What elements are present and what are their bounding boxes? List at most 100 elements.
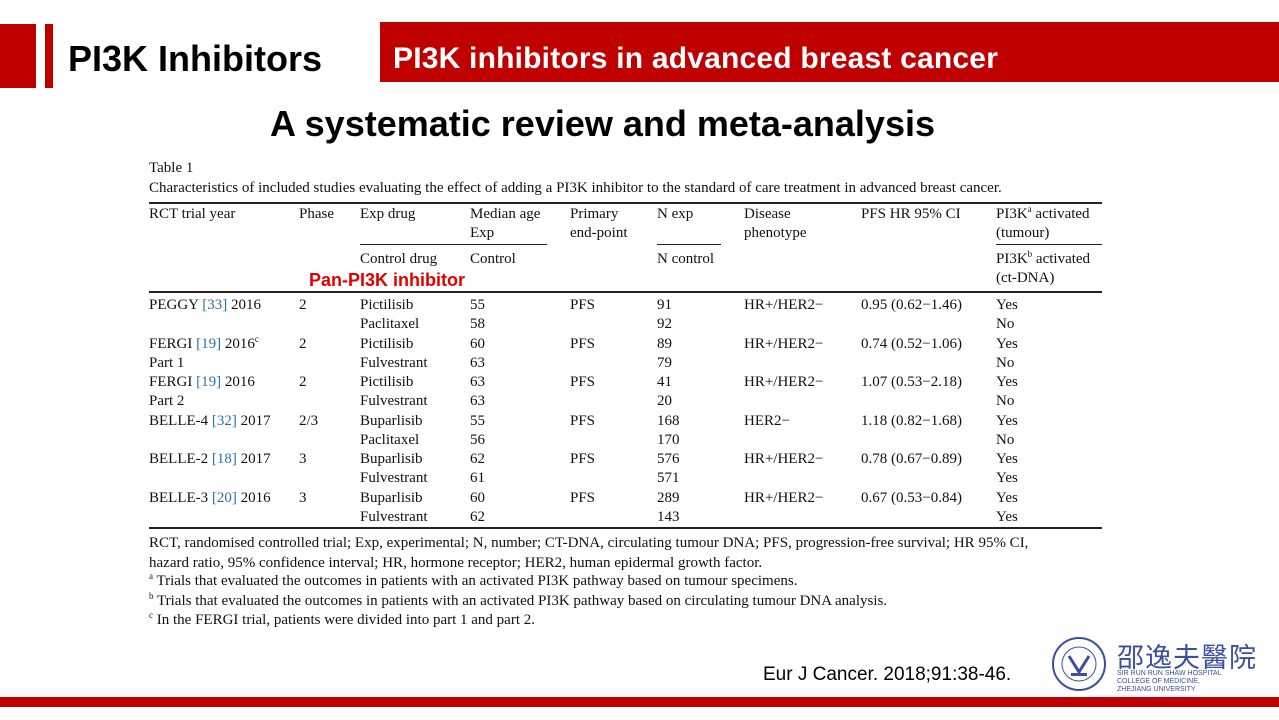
cell-pfs-hr: 0.74 (0.52−1.06): [861, 335, 962, 352]
hospital-university: ZHEJIANG UNIVERSITY: [1117, 686, 1196, 693]
banner-title: PI3K inhibitors in advanced breast cance…: [393, 42, 999, 75]
cell-trial: FERGI [19] 2016c: [149, 333, 259, 352]
cell-phenotype: HR+/HER2−: [744, 451, 824, 468]
header-control: Control: [470, 251, 516, 267]
cell-pi3k-tumour: Yes: [996, 335, 1018, 352]
header-phenotype: phenotype: [744, 225, 807, 241]
header-pfs: PFS HR 95% CI: [861, 206, 961, 222]
bottom-bar: [0, 697, 1279, 707]
header-rct: RCT trial year: [149, 206, 236, 222]
cell-pi3k-ctdna: No: [996, 354, 1015, 371]
reference-link[interactable]: [32]: [211, 412, 237, 429]
footnote-abbrev-2: hazard ratio, 95% confidence interval; H…: [149, 555, 763, 571]
cell-phenotype: HER2−: [744, 412, 790, 429]
hospital-name-english: SIR RUN RUN SHAW HOSPITAL: [1117, 670, 1222, 677]
median-age-subrule: [360, 244, 547, 245]
citation: Eur J Cancer. 2018;91:38-46.: [763, 664, 1012, 685]
cell-phase: 3: [299, 451, 307, 468]
cell-trial: BELLE-3 [20] 2016: [149, 490, 271, 506]
pan-pi3k-annotation: Pan-PI3K inhibitor: [309, 270, 466, 290]
cell-pi3k-tumour: Yes: [996, 451, 1018, 468]
reference-link[interactable]: [18]: [211, 451, 237, 468]
cell-n-control: 571: [657, 470, 680, 487]
cell-n-exp: 41: [657, 374, 672, 391]
cell-age-control: 63: [470, 354, 485, 371]
cell-age-exp: 63: [470, 374, 485, 391]
cell-control-drug: Paclitaxel: [360, 431, 420, 448]
reference-link[interactable]: [19]: [196, 335, 222, 352]
left-accent-bar: [0, 24, 36, 88]
table-bottom-rule: [149, 527, 1102, 529]
pi3k-subrule: [996, 244, 1102, 245]
cell-pi3k-ctdna: No: [996, 316, 1015, 332]
cell-pfs-hr: 0.78 (0.67−0.89): [861, 451, 962, 468]
cell-phenotype: HR+/HER2−: [744, 297, 824, 313]
footnote-b: b Trials that evaluated the outcomes in …: [149, 591, 888, 610]
footnote-c: c In the FERGI trial, patients were divi…: [149, 610, 535, 629]
title-banner: PI3K inhibitors in advanced breast cance…: [380, 22, 1279, 82]
n-subrule: [657, 244, 721, 245]
cell-n-control: 170: [657, 431, 680, 448]
cell-trial: PEGGY [33] 2016: [149, 297, 261, 313]
cell-endpoint: PFS: [570, 451, 596, 468]
cell-pi3k-tumour: Yes: [996, 297, 1018, 313]
cell-endpoint: PFS: [570, 490, 596, 506]
cell-exp-drug: Buparlisib: [360, 451, 423, 468]
cell-exp-drug: Pictilisib: [360, 297, 414, 313]
cell-pfs-hr: 1.07 (0.53−2.18): [861, 374, 962, 391]
table-top-rule: [149, 202, 1102, 204]
footnote-a: a Trials that evaluated the outcomes in …: [149, 571, 798, 590]
cell-trial-part: Part 1: [149, 354, 185, 371]
cell-n-exp: 91: [657, 297, 672, 313]
header-phase: Phase: [299, 206, 334, 222]
cell-phase: 2: [299, 374, 307, 391]
cell-control-drug: Fulvestrant: [360, 470, 428, 487]
cell-trial: BELLE-4 [32] 2017: [149, 412, 271, 429]
cell-n-exp: 168: [657, 412, 680, 429]
header-primary: Primary: [570, 206, 619, 222]
header-control-drug: Control drug: [360, 251, 438, 267]
header-endpoint: end-point: [570, 225, 628, 241]
cell-exp-drug: Pictilisib: [360, 335, 414, 352]
header-exp-drug: Exp drug: [360, 206, 416, 222]
cell-age-control: 58: [470, 316, 485, 332]
cell-phase: 2/3: [299, 412, 319, 429]
cell-pi3k-tumour: Yes: [996, 374, 1018, 391]
cell-endpoint: PFS: [570, 297, 596, 313]
cell-n-control: 79: [657, 354, 672, 371]
hospital-seal-logo: [1052, 637, 1106, 691]
cell-endpoint: PFS: [570, 374, 596, 391]
cell-age-control: 63: [470, 393, 485, 410]
cell-age-control: 62: [470, 509, 485, 525]
cell-age-exp: 60: [470, 490, 485, 506]
cell-pfs-hr: 0.67 (0.53−0.84): [861, 490, 962, 506]
cell-n-exp: 576: [657, 451, 680, 468]
cell-age-exp: 62: [470, 451, 485, 468]
cell-control-drug: Fulvestrant: [360, 509, 428, 525]
cell-n-control: 20: [657, 393, 672, 410]
cell-phase: 2: [299, 297, 307, 313]
reference-link[interactable]: [33]: [202, 297, 228, 313]
cell-control-drug: Fulvestrant: [360, 354, 428, 371]
cell-exp-drug: Pictilisib: [360, 374, 414, 391]
cell-endpoint: PFS: [570, 335, 596, 352]
cell-pi3k-ctdna: Yes: [996, 470, 1018, 487]
cell-n-control: 143: [657, 509, 680, 525]
cell-pfs-hr: 0.95 (0.62−1.46): [861, 297, 962, 313]
reference-link[interactable]: [19]: [196, 374, 222, 391]
cell-pi3k-ctdna: Yes: [996, 509, 1018, 525]
section-title: PI3K Inhibitors: [68, 38, 323, 79]
cell-trial: BELLE-2 [18] 2017: [149, 451, 271, 468]
cell-trial-part: Part 2: [149, 393, 185, 410]
hospital-college: COLLEGE OF MEDICINE,: [1117, 678, 1200, 685]
cell-age-control: 56: [470, 431, 485, 448]
cell-phase: 2: [299, 335, 307, 352]
cell-pi3k-tumour: Yes: [996, 490, 1018, 506]
cell-phenotype: HR+/HER2−: [744, 374, 824, 391]
cell-phase: 3: [299, 490, 307, 506]
header-pi3k-ctdna: PI3Kb activated: [996, 249, 1091, 268]
cell-exp-drug: Buparlisib: [360, 490, 423, 506]
cell-pi3k-ctdna: No: [996, 393, 1015, 410]
cell-age-exp: 55: [470, 412, 485, 429]
reference-link[interactable]: [20]: [211, 490, 237, 506]
